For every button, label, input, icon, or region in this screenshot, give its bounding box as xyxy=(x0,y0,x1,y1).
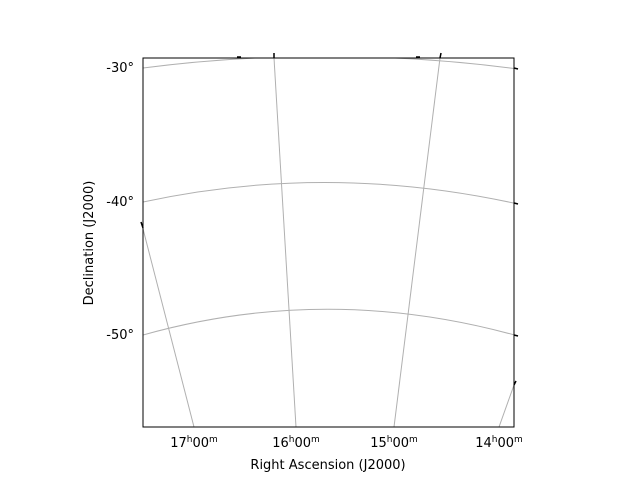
x-tick-label: 16h00m xyxy=(272,435,320,451)
ra-gridline-14h xyxy=(498,384,514,427)
x-axis-label: Right Ascension (J2000) xyxy=(250,458,405,473)
y-tick-label: -30° xyxy=(106,61,134,76)
y-tick-label: -50° xyxy=(106,328,134,343)
x-tick-label: 15h00m xyxy=(370,435,418,451)
dec-gridline-minus40 xyxy=(143,182,514,204)
y-tick-label: -40° xyxy=(106,195,134,210)
plot-frame xyxy=(142,57,515,428)
x-tick-label: 14h00m xyxy=(475,435,523,451)
dec-gridline-minus30 xyxy=(143,58,514,70)
ra-gridline-15h xyxy=(393,58,441,427)
grid-layer xyxy=(143,58,514,427)
ra-gridline-16h xyxy=(273,58,297,427)
x-tick-label: 17h00m xyxy=(170,435,218,451)
ra-gridline-17h xyxy=(143,226,195,427)
y-axis-label: Declination (J2000) xyxy=(82,181,97,306)
edge-ticks xyxy=(140,52,519,386)
dec-gridline-minus50 xyxy=(143,308,514,336)
